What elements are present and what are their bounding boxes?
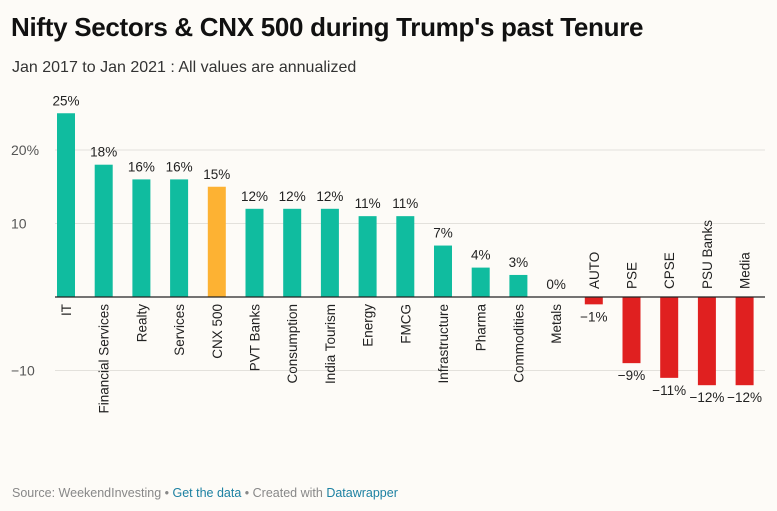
category-label: Pharma [474,304,489,352]
category-label: IT [59,304,74,316]
bar-chart: 20% 10 −10 25% IT 18% Financial Services 16% Rea… [11,93,765,414]
bar-value-label: −9% [618,368,645,383]
created-with-text: Created with [252,486,323,500]
bar-value-label: −1% [580,309,607,324]
bar-value-label: 0% [546,277,566,292]
bar[interactable] [697,297,716,386]
bar-value-label: 7% [433,226,453,241]
bar-value-label: 16% [128,159,155,174]
category-label: India Tourism [323,304,338,384]
bar[interactable] [358,216,377,297]
footer-separator: • [161,486,173,500]
bar-value-label: 12% [241,189,268,204]
bar[interactable] [132,179,151,297]
bar-value-label: −12% [727,390,762,405]
bar[interactable] [660,297,679,378]
bar-value-label: 4% [471,248,491,263]
y-tick-label: 20% [11,142,39,158]
category-label: Services [172,304,187,356]
y-tick-label: 10 [11,216,27,232]
category-label: Financial Services [97,304,112,414]
bar-value-label: 15% [203,167,230,182]
category-label: Energy [361,304,376,347]
bar[interactable] [434,245,452,297]
bar[interactable] [57,113,75,297]
bar-value-label: 12% [316,189,343,204]
footer: Source: WeekendInvesting • Get the data … [12,486,398,500]
chart-title: Nifty Sectors & CNX 500 during Trump's p… [11,12,644,42]
source-text: Source: WeekendInvesting [12,486,162,500]
bar[interactable] [170,179,189,297]
bar-value-label: 18% [90,145,117,160]
y-tick-label: −10 [11,363,35,379]
category-label: PSU Banks [700,220,715,289]
category-label: PSE [625,262,640,289]
category-label: CPSE [662,252,677,289]
category-label: Consumption [285,304,300,384]
bar[interactable] [509,274,528,297]
category-label: Commodities [511,304,526,383]
bar[interactable] [584,297,603,305]
bar[interactable] [396,216,415,297]
get-data-link[interactable]: Get the data [172,486,242,500]
category-label: AUTO [587,252,602,289]
bar-value-label: −12% [689,390,724,405]
category-label: FMCG [398,304,413,344]
category-label: Media [738,252,753,289]
bar[interactable] [320,208,339,297]
footer-separator: • [241,486,253,500]
bar[interactable] [471,267,490,297]
chart-subtitle: Jan 2017 to Jan 2021 : All values are an… [12,59,357,76]
bar[interactable] [735,297,754,386]
bar-value-label: 12% [279,189,306,204]
bar-value-label: 11% [355,196,381,211]
bar[interactable] [94,164,113,297]
bar[interactable] [622,297,641,364]
category-label: Infrastructure [436,304,451,384]
bar[interactable] [207,186,226,297]
category-label: Metals [549,304,564,344]
bar-value-label: 16% [166,159,193,174]
category-label: CNX 500 [210,304,225,359]
category-label: PVT Banks [248,304,263,372]
category-label: Realty [134,304,149,343]
bar-value-label: 3% [509,255,529,270]
bar[interactable] [283,208,302,297]
datawrapper-link[interactable]: Datawrapper [326,486,398,500]
bar-value-label: −11% [652,383,686,398]
bar-value-label: 25% [52,93,79,108]
bar[interactable] [245,208,264,297]
bar-value-label: 11% [392,196,418,211]
